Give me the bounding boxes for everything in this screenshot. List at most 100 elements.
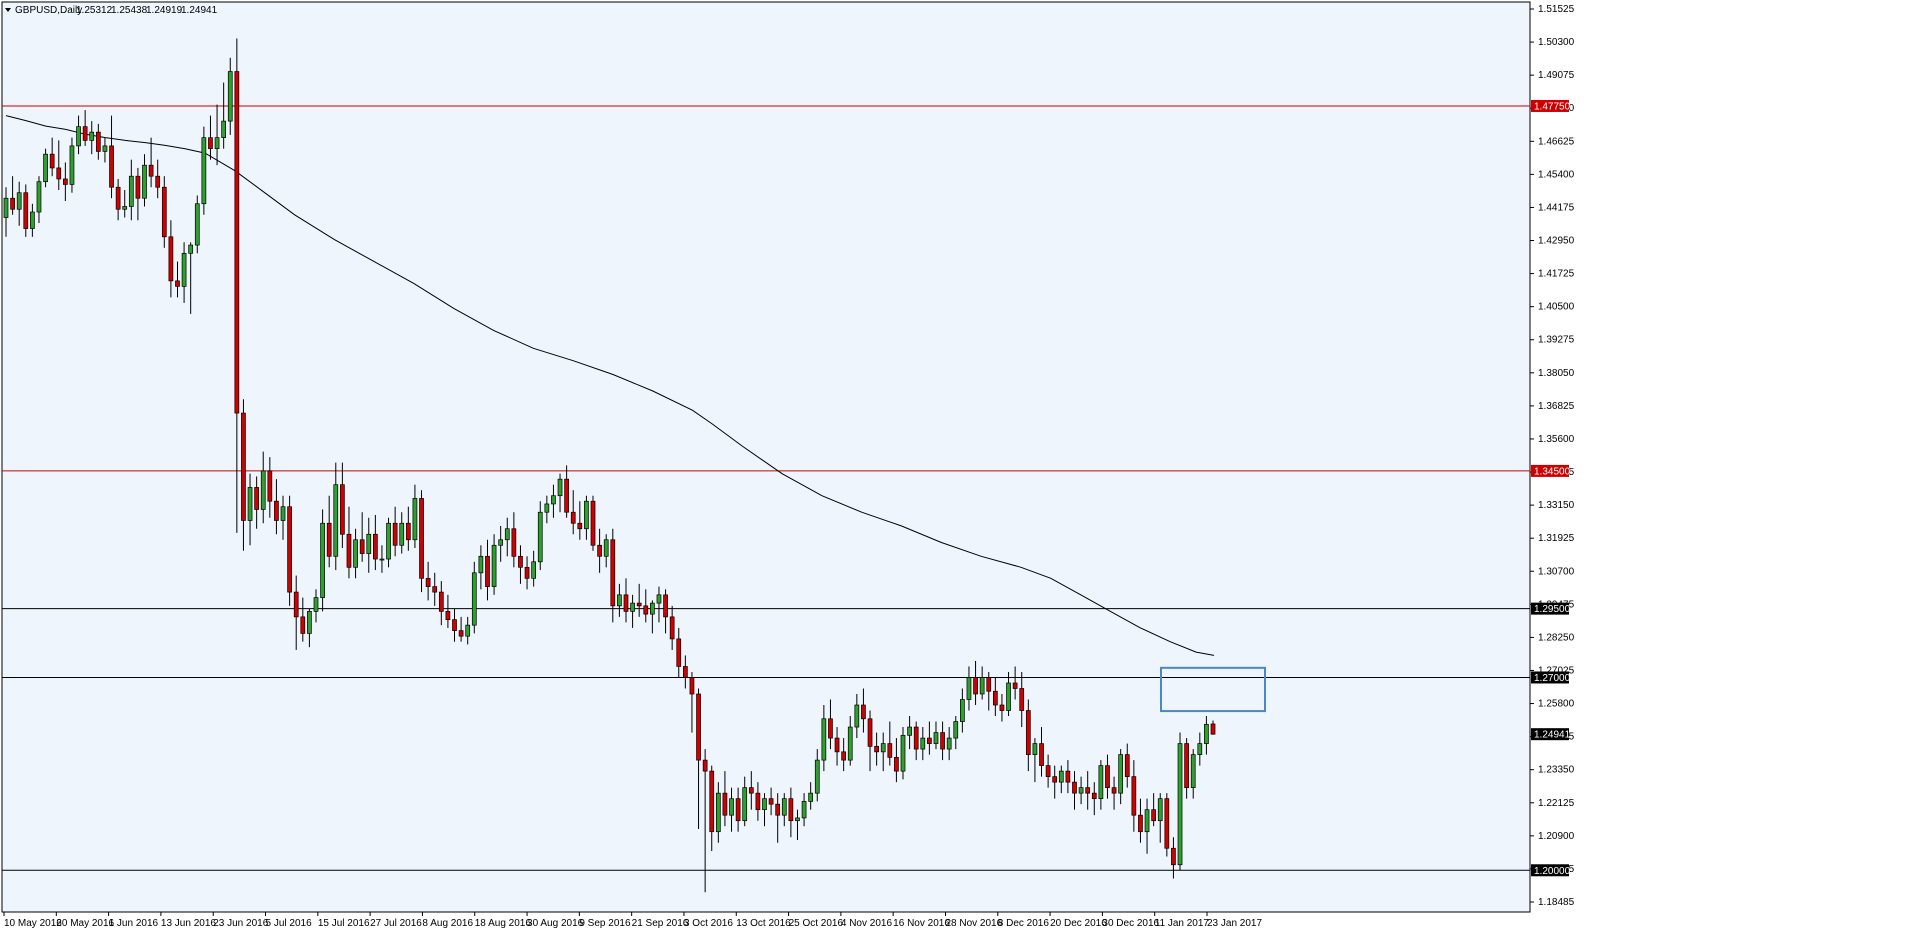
candle-bull bbox=[122, 206, 128, 210]
candles bbox=[3, 38, 1216, 893]
candle-bear bbox=[992, 690, 998, 706]
price-tick-label: 1.49075 bbox=[1538, 70, 1575, 81]
candle-bear bbox=[485, 555, 490, 587]
candle-bear bbox=[755, 792, 761, 811]
candle-bear bbox=[1184, 743, 1189, 788]
candle-bull bbox=[1032, 743, 1038, 755]
candle-bull bbox=[36, 181, 42, 213]
candle-bear bbox=[1065, 770, 1071, 783]
candle-bull bbox=[247, 487, 253, 521]
candle-bull bbox=[227, 71, 233, 122]
candle-bear bbox=[518, 555, 523, 568]
candle-bull bbox=[89, 131, 95, 141]
price-tick-label: 1.39275 bbox=[1538, 335, 1575, 346]
price-tick-label: 1.36825 bbox=[1538, 401, 1575, 412]
date-tick-label: 15 Jul 2016 bbox=[318, 918, 370, 928]
candle-bear bbox=[392, 522, 398, 546]
candle-bear bbox=[570, 511, 576, 524]
date-tick-label: 11 Jan 2017 bbox=[1155, 918, 1210, 928]
price-tick-label: 1.46625 bbox=[1538, 136, 1575, 147]
moving-average-line bbox=[5, 115, 1215, 656]
plot-area bbox=[1, 1, 1531, 913]
date-tick-label: 13 Oct 2016 bbox=[736, 918, 791, 928]
candle-bull bbox=[821, 718, 827, 761]
candle-bear bbox=[663, 594, 668, 618]
level-label: 1.34500 bbox=[1534, 466, 1571, 477]
candle-bear bbox=[1111, 787, 1117, 794]
candle-bear bbox=[425, 577, 431, 587]
candle-bull bbox=[603, 539, 609, 557]
price-tick-label: 1.45400 bbox=[1538, 169, 1575, 180]
candle-bear bbox=[95, 131, 101, 152]
candle-bear bbox=[148, 164, 154, 177]
candle-bear bbox=[1039, 743, 1044, 766]
candle-bear bbox=[63, 178, 68, 185]
candle-bull bbox=[69, 145, 75, 185]
candle-bear bbox=[682, 666, 688, 678]
highlight-box[interactable] bbox=[1160, 666, 1266, 713]
candle-bear bbox=[241, 412, 246, 521]
candle-bull bbox=[900, 734, 906, 772]
price-tick-label: 1.50300 bbox=[1538, 37, 1575, 48]
symbol-timeframe: GBPUSD,Daily bbox=[15, 5, 82, 16]
candle-bear bbox=[597, 544, 602, 557]
candle-bull bbox=[953, 721, 959, 739]
candle-bull bbox=[1177, 743, 1183, 866]
candle-bull bbox=[1118, 754, 1124, 794]
collapse-triangle-icon[interactable] bbox=[5, 8, 11, 12]
date-tick-label: 23 Jan 2017 bbox=[1207, 918, 1262, 928]
date-tick-label: 8 Aug 2016 bbox=[422, 918, 473, 928]
candle-bull bbox=[715, 792, 721, 833]
candle-bear bbox=[927, 737, 932, 744]
candle-bear bbox=[1045, 765, 1051, 777]
candle-bear bbox=[445, 611, 451, 620]
candle-bear bbox=[775, 803, 781, 816]
candle-bear bbox=[834, 737, 840, 753]
candle-bear bbox=[702, 759, 708, 772]
candle-bull bbox=[498, 539, 504, 546]
candle-bear bbox=[208, 137, 213, 150]
candle-bull bbox=[801, 801, 807, 819]
candle-bull bbox=[1006, 682, 1011, 711]
candle-bull bbox=[1190, 754, 1196, 788]
candle-bear bbox=[986, 677, 992, 692]
date-tick-label: 1 Jun 2016 bbox=[109, 918, 159, 928]
candle-bull bbox=[333, 484, 339, 557]
candle-bull bbox=[557, 478, 563, 497]
level-label-bg bbox=[1531, 864, 1569, 877]
candle-bear bbox=[405, 522, 411, 541]
price-tick-label: 1.20900 bbox=[1538, 831, 1575, 842]
date-tick-label: 20 May 2016 bbox=[56, 918, 114, 928]
candle-bear bbox=[1072, 781, 1077, 794]
candle-bull bbox=[188, 244, 194, 254]
candle-bull bbox=[181, 252, 187, 287]
price-tick-label: 1.44175 bbox=[1538, 202, 1575, 213]
candle-bear bbox=[373, 533, 378, 560]
candle-bear bbox=[1131, 776, 1137, 816]
candle-bull bbox=[1144, 809, 1150, 833]
candle-bull bbox=[537, 511, 543, 563]
candle-bull bbox=[781, 798, 787, 816]
price-tick-label: 1.22125 bbox=[1538, 798, 1575, 809]
candle-bull bbox=[30, 211, 35, 229]
candle-bull bbox=[465, 624, 471, 637]
price-axis: 1.515251.503001.490751.478501.466251.454… bbox=[1530, 4, 1575, 908]
candle-bear bbox=[861, 704, 866, 720]
candle-bear bbox=[669, 616, 675, 640]
candle-bull bbox=[551, 495, 556, 505]
candle-bull bbox=[1157, 798, 1163, 822]
candle-bear bbox=[293, 591, 299, 618]
candle-bear bbox=[287, 506, 292, 593]
candle-bear bbox=[511, 528, 517, 557]
candle-bull bbox=[854, 704, 860, 728]
candle-bear bbox=[1019, 688, 1025, 711]
level-label-bg bbox=[1531, 671, 1569, 684]
level-label: 1.20000 bbox=[1534, 866, 1571, 877]
candle-bear bbox=[1052, 776, 1058, 783]
price-tick-label: 1.18485 bbox=[1538, 897, 1575, 908]
candle-bear bbox=[867, 718, 873, 747]
candle-bear bbox=[999, 704, 1005, 711]
candle-bear bbox=[610, 539, 616, 607]
candle-bear bbox=[274, 500, 279, 521]
date-tick-label: 4 Nov 2016 bbox=[841, 918, 893, 928]
